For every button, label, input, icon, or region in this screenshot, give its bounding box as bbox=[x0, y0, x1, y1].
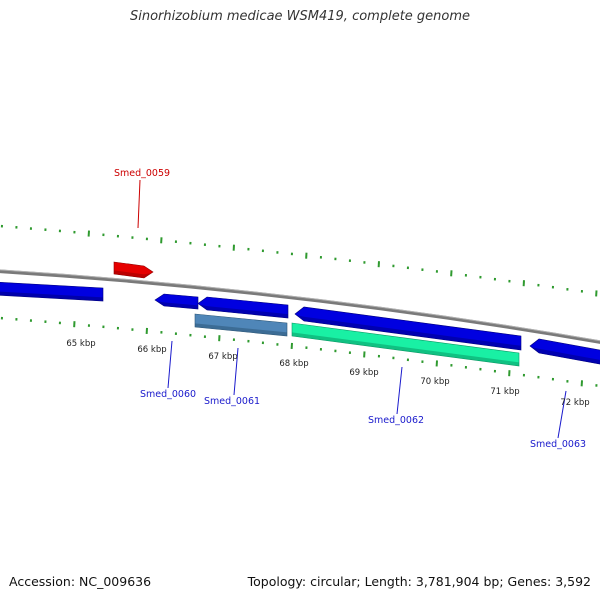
smed-0062-label[interactable]: Smed_0062 bbox=[368, 415, 424, 426]
scale-label-68kbp: 68 kbp bbox=[279, 359, 308, 369]
scale-label-layer: 65 kbp 66 kbp 67 kbp 68 kbp 69 kbp 70 kb… bbox=[66, 339, 589, 408]
backbone-line bbox=[0, 269, 600, 344]
smed-0063-leader-line bbox=[557, 390, 567, 439]
gene-left-partial-shade bbox=[0, 291, 103, 301]
smed-0061-label[interactable]: Smed_0061 bbox=[204, 396, 260, 407]
gene-label-layer: Smed_0059 Smed_0060 Smed_0061 Smed_0062 … bbox=[114, 168, 586, 450]
genome-summary-text: Topology: circular; Length: 3,781,904 bp… bbox=[247, 574, 591, 589]
scale-label-69kbp: 69 kbp bbox=[349, 368, 378, 378]
scale-label-65kbp: 65 kbp bbox=[66, 339, 95, 349]
gene-smed-0059-shade bbox=[114, 270, 151, 278]
backbone-highlight bbox=[0, 269, 600, 342]
scale-label-71kbp: 71 kbp bbox=[490, 387, 519, 397]
gene-smed-0061-shade bbox=[195, 323, 287, 336]
inner-tick-track bbox=[0, 316, 598, 387]
gene-smed-0063-shade bbox=[532, 347, 600, 365]
outer-tick-track bbox=[0, 224, 598, 297]
smed-0062-leader-line bbox=[396, 366, 403, 415]
smed-0063-label[interactable]: Smed_0063 bbox=[530, 439, 586, 450]
smed-0060-label[interactable]: Smed_0060 bbox=[140, 389, 196, 400]
scale-label-70kbp: 70 kbp bbox=[420, 377, 449, 387]
smed-0060-leader-line bbox=[167, 340, 173, 389]
map-title: Sinorhizobium medicae WSM419, complete g… bbox=[129, 9, 471, 24]
smed-0059-leader-line bbox=[137, 179, 141, 229]
gene-smed-0060b-shade bbox=[200, 304, 288, 318]
smed-0061-leader-line bbox=[233, 347, 239, 396]
accession-text: Accession: NC_009636 bbox=[9, 574, 152, 589]
gene-smed-0062-top-shade bbox=[297, 315, 521, 350]
smed-0059-label[interactable]: Smed_0059 bbox=[114, 168, 170, 179]
gene-features bbox=[0, 261, 600, 367]
scale-label-72kbp: 72 kbp bbox=[560, 398, 589, 408]
gene-smed-0062-shade bbox=[292, 332, 519, 366]
gene-smed-0060-shade bbox=[157, 301, 198, 309]
scale-label-66kbp: 66 kbp bbox=[137, 345, 166, 355]
genome-backbone bbox=[0, 269, 600, 344]
scale-label-67kbp: 67 kbp bbox=[208, 352, 237, 362]
